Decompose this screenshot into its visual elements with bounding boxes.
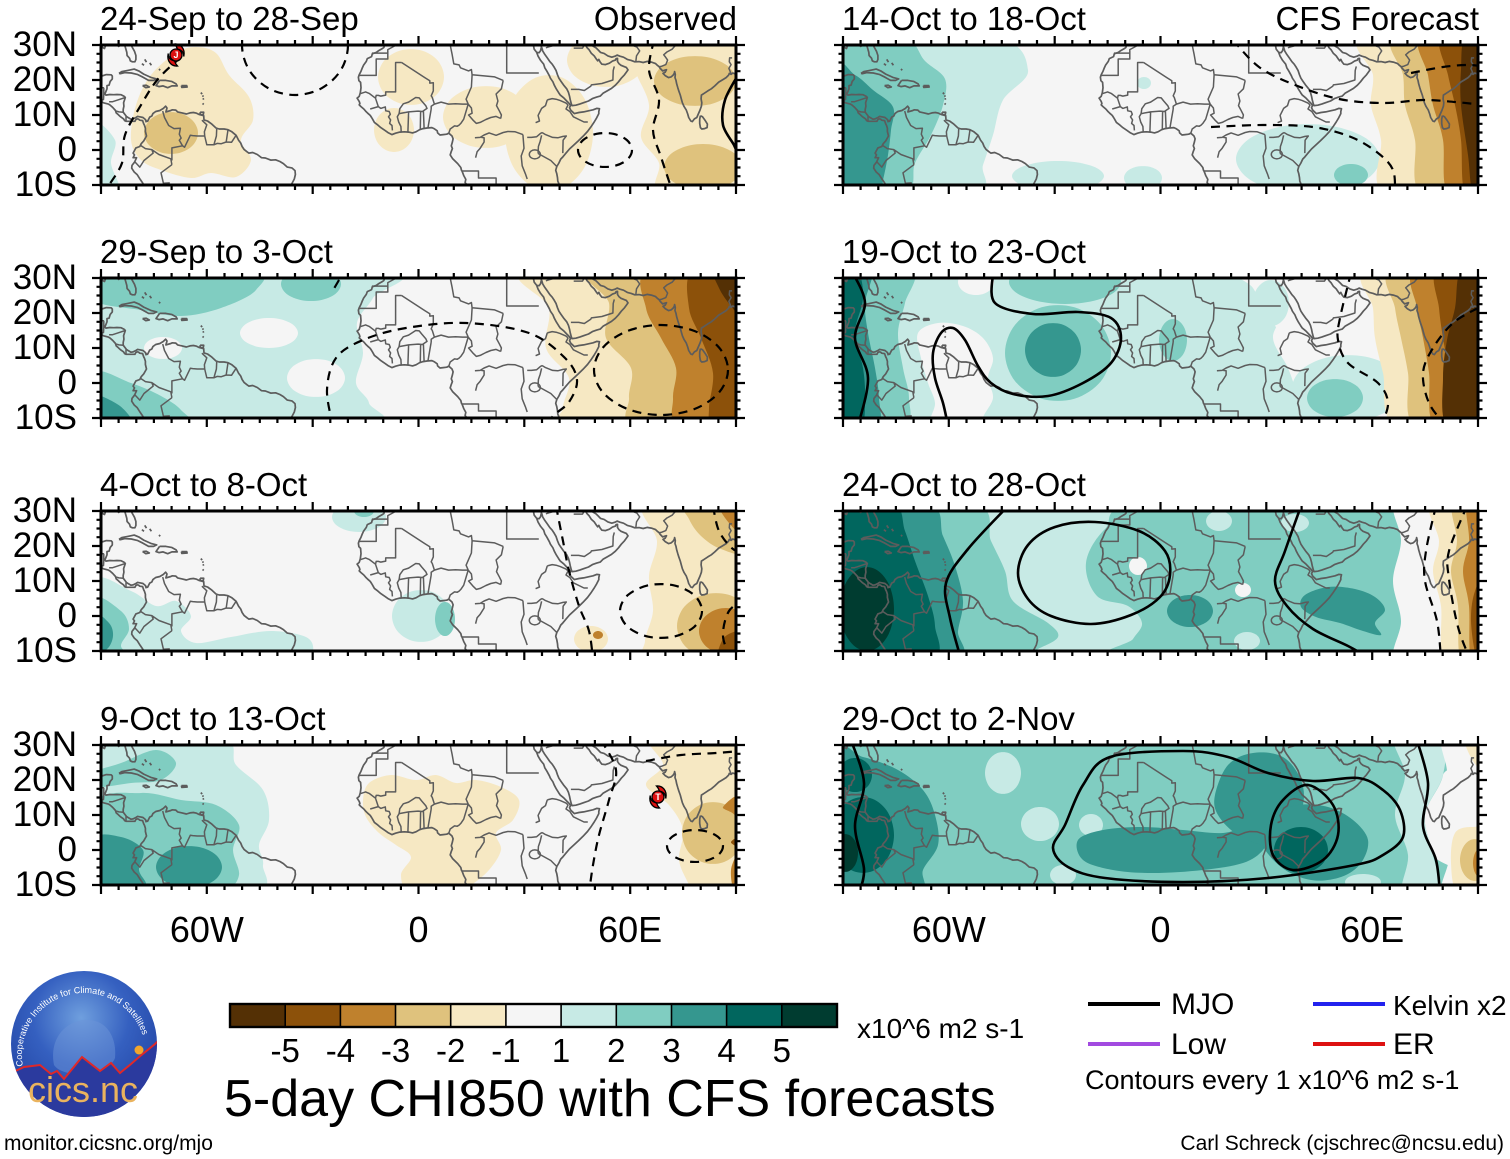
svg-text:T: T [655, 792, 661, 802]
svg-text:cics.nc: cics.nc [28, 1069, 138, 1110]
svg-text:J: J [173, 50, 178, 60]
